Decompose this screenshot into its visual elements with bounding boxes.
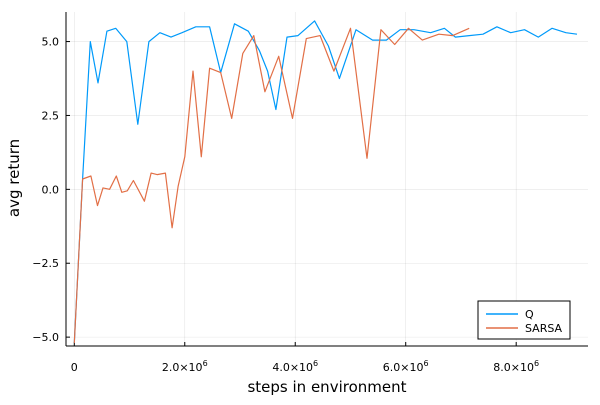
y-ticks: −5.0 −2.5 0.0 2.5 5.0 (32, 36, 70, 344)
x-ticks: 0 2.0×106 4.0×106 6.0×106 8.0×106 (71, 342, 539, 374)
y-tick-label: 0.0 (42, 183, 60, 196)
series-line-q (73, 20, 578, 344)
y-axis-label: avg return (5, 139, 23, 217)
y-tick-label: 5.0 (42, 36, 60, 49)
x-tick-label: 2.0×106 (162, 359, 208, 374)
axes (65, 12, 588, 347)
legend-label-sarsa: SARSA (525, 322, 563, 335)
series (73, 20, 578, 344)
legend-box (477, 300, 571, 340)
grid (66, 12, 588, 346)
x-tick-label: 6.0×106 (383, 359, 429, 374)
x-tick-label: 0 (71, 361, 78, 374)
y-tick-label: −2.5 (32, 257, 59, 270)
y-tick-label: 2.5 (42, 109, 60, 122)
x-tick-label: 8.0×106 (493, 359, 539, 374)
legend-label-q: Q (525, 308, 534, 321)
x-axis-label: steps in environment (247, 378, 406, 396)
y-tick-label: −5.0 (32, 331, 59, 344)
x-tick-label: 4.0×106 (272, 359, 318, 374)
legend: Q SARSA (477, 300, 571, 340)
series-line-sarsa (73, 27, 470, 344)
